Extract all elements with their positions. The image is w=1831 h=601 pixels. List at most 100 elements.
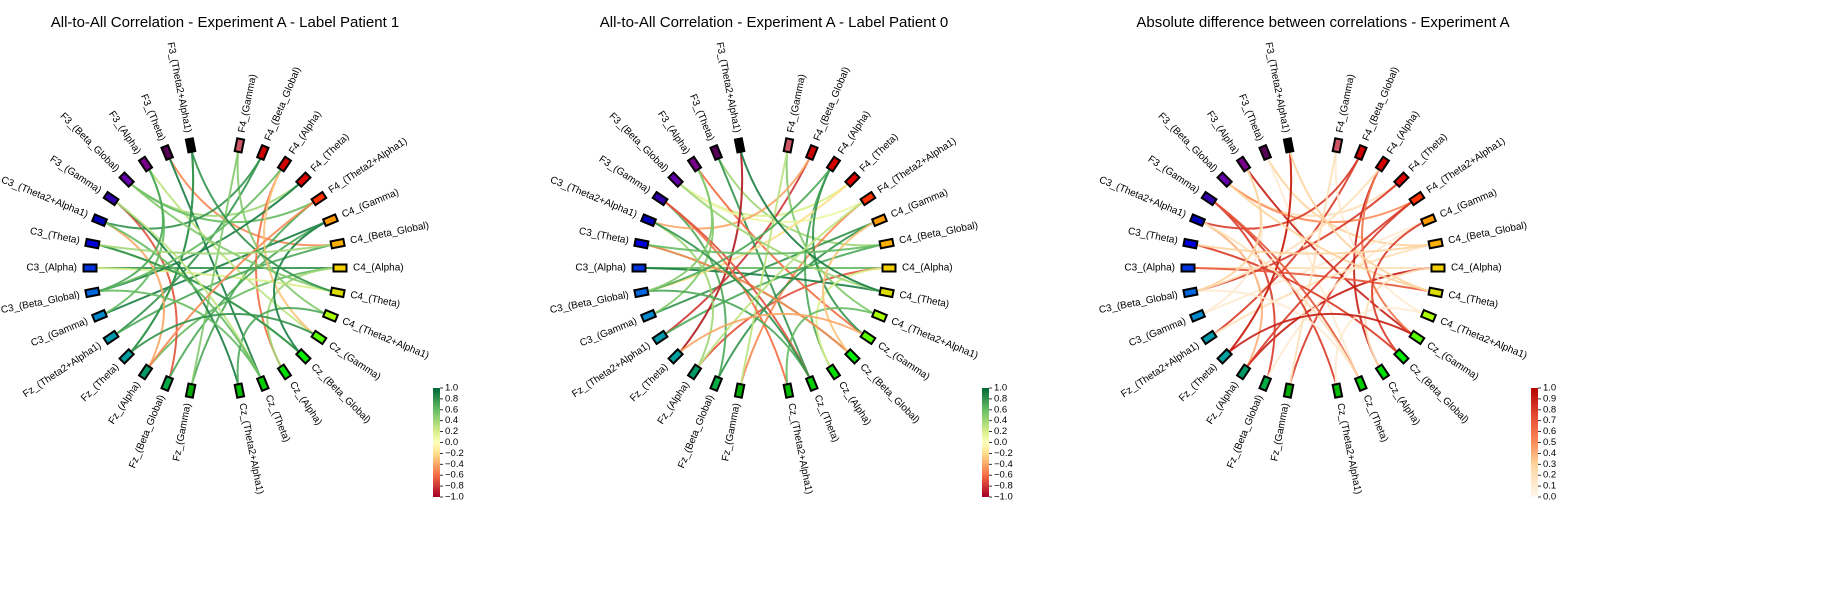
node bbox=[1408, 329, 1426, 346]
colorbar-tick-label: −0.4 bbox=[994, 459, 1013, 470]
node bbox=[1331, 137, 1344, 154]
edge bbox=[648, 243, 880, 255]
edge bbox=[815, 267, 883, 367]
colorbar-tick-label: 0.4 bbox=[445, 415, 458, 426]
edge bbox=[1214, 244, 1429, 335]
node-label: F3_(Theta) bbox=[138, 93, 167, 143]
node bbox=[321, 308, 340, 323]
node bbox=[1182, 286, 1199, 299]
colorbar-tick-label: −0.2 bbox=[445, 448, 464, 459]
edge bbox=[1266, 221, 1423, 378]
edge bbox=[191, 151, 332, 292]
node bbox=[137, 363, 154, 381]
edge bbox=[1246, 201, 1412, 367]
node-label: C3_(Alpha) bbox=[26, 263, 77, 274]
node-label: F3_(Gamma) bbox=[48, 154, 104, 196]
node bbox=[878, 286, 895, 299]
node-label: F3_(Gamma) bbox=[597, 154, 653, 196]
node bbox=[118, 171, 136, 189]
node bbox=[329, 237, 346, 250]
node-label: C4_(Gamma) bbox=[1438, 187, 1498, 220]
edge bbox=[1203, 221, 1360, 378]
node-label: F3_(Theta) bbox=[687, 93, 716, 143]
node-label: C3_(Theta) bbox=[29, 226, 81, 247]
node bbox=[733, 137, 746, 154]
node bbox=[102, 329, 120, 346]
edge bbox=[148, 267, 334, 367]
node-label: C3_(Gamma) bbox=[578, 316, 638, 349]
edge bbox=[168, 158, 331, 247]
node bbox=[233, 137, 246, 154]
node bbox=[1216, 347, 1234, 365]
node-label: Cz_(Theta2+Alpha1) bbox=[785, 402, 814, 495]
node-label: F3_(Theta2+Alpha1) bbox=[714, 41, 743, 133]
node bbox=[90, 308, 109, 323]
node bbox=[310, 329, 328, 346]
edge bbox=[1289, 151, 1430, 292]
edge bbox=[1228, 152, 1293, 353]
node bbox=[102, 190, 120, 207]
edge bbox=[717, 158, 880, 247]
node-label: C3_(Theta) bbox=[578, 226, 630, 247]
node bbox=[825, 155, 842, 173]
node-label: Fz_(Alpha) bbox=[656, 380, 692, 427]
colorbar-tick-label: 1.0 bbox=[994, 383, 1007, 394]
node-label: Fz_(Theta) bbox=[79, 362, 121, 404]
node bbox=[160, 374, 175, 393]
node-label: C4_(Gamma) bbox=[889, 187, 949, 220]
edge bbox=[1203, 158, 1360, 230]
edge bbox=[99, 289, 262, 378]
colorbar-tick-label: 0.2 bbox=[1543, 470, 1556, 481]
node-label: Cz_(Gamma) bbox=[327, 340, 383, 382]
edge bbox=[130, 183, 314, 224]
colorbar-tick-label: 0.0 bbox=[1543, 492, 1556, 503]
node bbox=[651, 190, 669, 207]
node bbox=[1353, 374, 1368, 393]
edge bbox=[1334, 152, 1423, 315]
node-label: F4_(Theta) bbox=[1407, 132, 1450, 175]
node bbox=[881, 263, 897, 273]
colorbar-tick-label: 1.0 bbox=[1543, 383, 1556, 394]
node bbox=[332, 263, 348, 273]
node bbox=[633, 286, 650, 299]
node bbox=[633, 237, 650, 250]
edge bbox=[648, 244, 849, 353]
node-label: Fz_(Gamma) bbox=[171, 402, 193, 462]
edge bbox=[1288, 152, 1338, 384]
edges bbox=[96, 151, 334, 385]
node-label: Cz_(Gamma) bbox=[876, 340, 932, 382]
node-label: C3_(Alpha) bbox=[1124, 263, 1175, 274]
node bbox=[255, 143, 270, 162]
node-label: Fz_(Gamma) bbox=[720, 402, 742, 462]
node bbox=[878, 237, 895, 250]
edge bbox=[236, 152, 325, 315]
node bbox=[1427, 286, 1444, 299]
colorbar-tick-label: −1.0 bbox=[445, 492, 464, 503]
node-label: F4_(Gamma) bbox=[786, 73, 808, 133]
node bbox=[1374, 155, 1391, 173]
node-label: F4_(Beta_Global) bbox=[812, 66, 852, 143]
node-label: C3_(Gamma) bbox=[29, 316, 89, 349]
node bbox=[651, 329, 669, 346]
edge bbox=[266, 267, 334, 367]
edge bbox=[190, 152, 240, 384]
edge bbox=[1203, 221, 1263, 367]
node-label: F3_(Alpha) bbox=[655, 109, 692, 156]
node-label: Cz_(Theta) bbox=[1361, 393, 1390, 443]
node bbox=[1419, 213, 1438, 228]
node-label: F4_(Alpha) bbox=[836, 109, 873, 156]
colorbar-tick-label: 0.6 bbox=[445, 404, 458, 415]
node bbox=[329, 286, 346, 299]
node bbox=[82, 263, 98, 273]
node bbox=[1188, 213, 1207, 228]
colorbar-tick-label: 0.0 bbox=[994, 437, 1007, 448]
edge bbox=[654, 221, 811, 378]
edge bbox=[740, 151, 881, 292]
colorbar-tick-label: −0.6 bbox=[445, 470, 464, 481]
node bbox=[686, 155, 703, 173]
node-label: Fz_(Gamma) bbox=[1269, 402, 1291, 462]
node-label: Cz_(Theta) bbox=[812, 393, 841, 443]
colorbar-tick-label: 0.2 bbox=[994, 426, 1007, 437]
node bbox=[276, 155, 293, 173]
node-label: Fz_(Beta_Global) bbox=[676, 393, 716, 470]
